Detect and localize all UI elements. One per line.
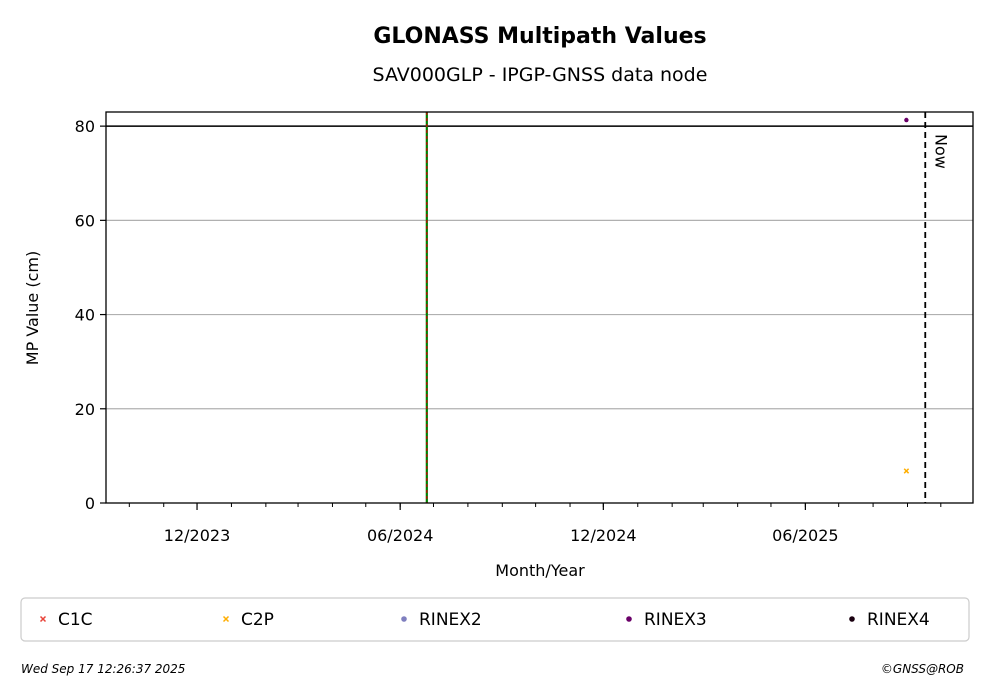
x-axis: 12/2023 06/2024 12/2024 06/2025 — [128, 503, 942, 545]
chart-subtitle: SAV000GLP - IPGP-GNSS data node — [373, 64, 708, 86]
legend-marker-c1c — [39, 615, 47, 623]
legend-marker-rinex2 — [401, 616, 407, 622]
footer-timestamp: Wed Sep 17 12:26:37 2025 — [21, 662, 185, 676]
y-axis-label: MP Value (cm) — [23, 251, 42, 365]
data-point-c2p — [903, 468, 910, 474]
legend-label-rinex3: RINEX3 — [644, 610, 707, 630]
legend-box — [20, 597, 970, 642]
y-tick-label: 80 — [75, 117, 95, 136]
legend-label-c2p: C2P — [241, 610, 274, 630]
x-tick-label: 12/2024 — [570, 526, 636, 545]
gridlines — [106, 125, 973, 410]
legend-label-c1c: C1C — [58, 610, 93, 630]
x-axis-label: Month/Year — [495, 561, 585, 580]
now-label: Now — [931, 134, 950, 169]
legend-label-rinex2: RINEX2 — [419, 610, 482, 630]
legend-label-rinex4: RINEX4 — [867, 610, 930, 630]
legend: C1C C2P RINEX2 RINEX3 RINEX4 — [39, 610, 930, 630]
y-tick-label: 60 — [75, 211, 95, 230]
y-tick-label: 20 — [75, 400, 95, 419]
data-point-rinex3 — [904, 117, 909, 123]
y-axis: 0 20 40 60 80 — [75, 117, 106, 513]
x-tick-label: 06/2024 — [367, 526, 433, 545]
footer-copyright: ©GNSS@ROB — [881, 662, 964, 676]
y-tick-label: 0 — [85, 494, 95, 513]
chart-title: GLONASS Multipath Values — [373, 24, 706, 49]
plot-frame — [105, 111, 974, 504]
event-lines: Now — [106, 112, 973, 503]
y-tick-label: 40 — [75, 306, 95, 325]
data-points — [903, 117, 910, 474]
x-tick-label: 12/2023 — [164, 526, 230, 545]
legend-marker-rinex4 — [849, 616, 855, 622]
legend-marker-c2p — [222, 615, 230, 623]
legend-marker-rinex3 — [626, 616, 632, 622]
x-tick-label: 06/2025 — [772, 526, 838, 545]
